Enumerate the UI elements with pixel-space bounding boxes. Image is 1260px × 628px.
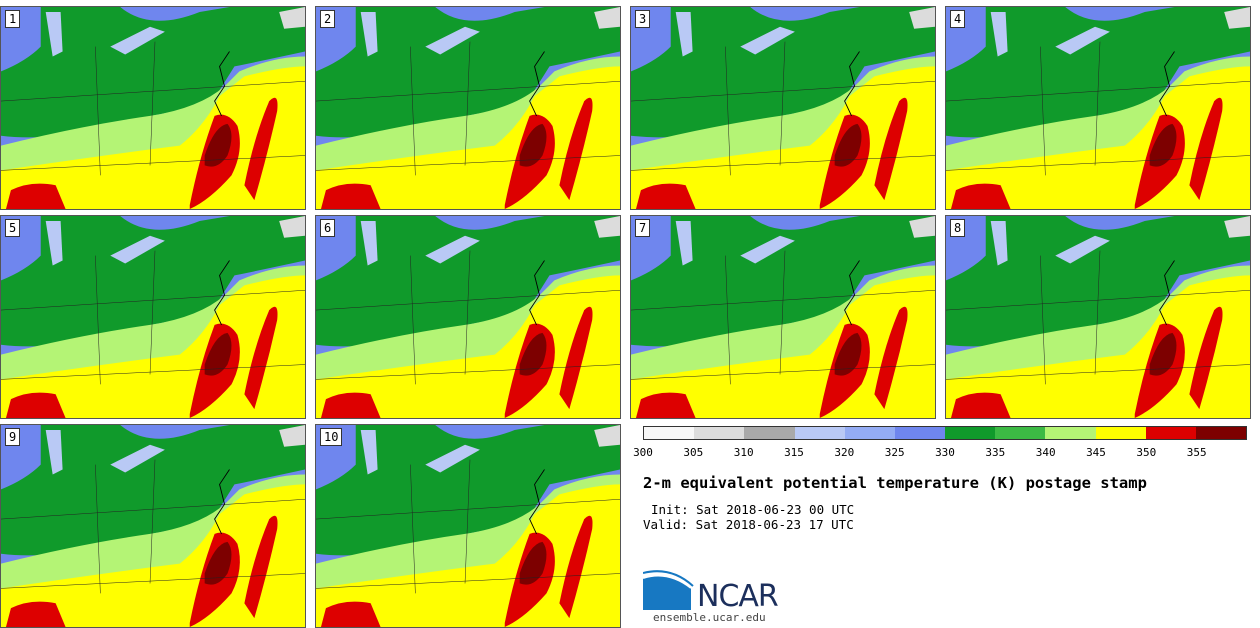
map-field [1, 7, 305, 209]
valid-time: Valid: Sat 2018-06-23 17 UTC [643, 517, 854, 532]
map-panel: 5 [0, 215, 306, 419]
colorbar-tick-label: 355 [1186, 446, 1207, 459]
map-field [946, 7, 1250, 209]
panel-number: 2 [320, 10, 336, 28]
colorbar-tick-label: 305 [683, 446, 704, 459]
init-time: Init: Sat 2018-06-23 00 UTC [651, 502, 855, 517]
map-field [1, 216, 305, 418]
map-panel: 10 [315, 424, 621, 628]
figure-title: 2-m equivalent potential temperature (K)… [643, 474, 1147, 492]
colorbar-tick-label: 350 [1136, 446, 1157, 459]
colorbar-segment [945, 427, 996, 439]
panel-number: 4 [950, 10, 966, 28]
colorbar-segment [794, 427, 845, 439]
colorbar [643, 426, 1247, 440]
colorbar-tick-label: 335 [985, 446, 1006, 459]
colorbar-segment [694, 427, 745, 439]
colorbar-tick-label: 300 [633, 446, 653, 459]
panel-number: 10 [320, 428, 343, 446]
map-field [316, 425, 620, 627]
map-field [946, 216, 1250, 418]
colorbar-segment [644, 427, 695, 439]
colorbar-segment [1195, 427, 1247, 439]
panel-number: 5 [5, 219, 21, 237]
map-panel: 9 [0, 424, 306, 628]
colorbar-segment [1095, 427, 1146, 439]
map-field [631, 216, 935, 418]
panel-number: 8 [950, 219, 966, 237]
colorbar-tick-label: 340 [1035, 446, 1056, 459]
panel-number: 1 [5, 10, 21, 28]
map-field [631, 7, 935, 209]
colorbar-segment [1145, 427, 1196, 439]
map-panel: 3 [630, 6, 936, 210]
colorbar-tick-label: 330 [935, 446, 955, 459]
colorbar-tick-label: 315 [784, 446, 804, 459]
panel-number: 6 [320, 219, 336, 237]
colorbar-tick-label: 325 [884, 446, 905, 459]
map-panel: 7 [630, 215, 936, 419]
map-panel: 1 [0, 6, 306, 210]
colorbar-tick-label: 320 [834, 446, 855, 459]
colorbar-segment [744, 427, 795, 439]
panel-number: 3 [635, 10, 651, 28]
colorbar-segment [995, 427, 1046, 439]
map-panel: 8 [945, 215, 1251, 419]
colorbar-segment [894, 427, 946, 439]
colorbar-tick-label: 345 [1086, 446, 1106, 459]
map-panel: 6 [315, 215, 621, 419]
ncar-logo-text: NCAR [697, 579, 779, 614]
map-field [316, 7, 620, 209]
ncar-logo-icon [643, 570, 694, 610]
colorbar-segment [1045, 427, 1096, 439]
panel-number: 9 [5, 428, 21, 446]
colorbar-tick-labels: 300 305 310 315 320 325 330 335 340 345 350 355 [633, 446, 1247, 460]
map-panel: 2 [315, 6, 621, 210]
map-field [1, 425, 305, 627]
map-field [316, 216, 620, 418]
colorbar-tick-label: 310 [733, 446, 754, 459]
panel-number: 7 [635, 219, 651, 237]
colorbar-segment [844, 427, 895, 439]
site-url: ensemble.ucar.edu [653, 611, 766, 624]
map-panel: 4 [945, 6, 1251, 210]
